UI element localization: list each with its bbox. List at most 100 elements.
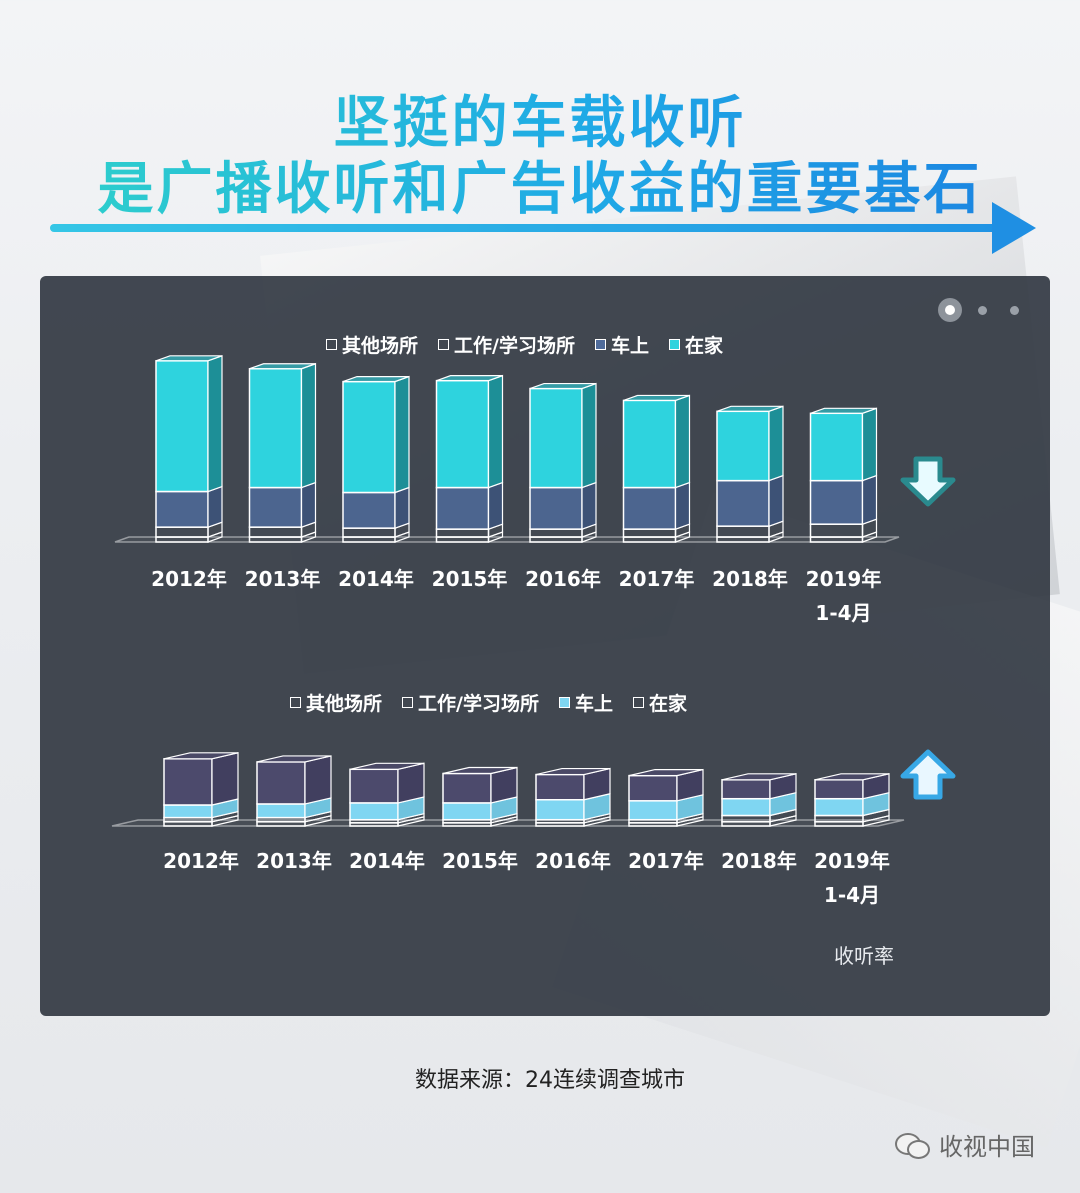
bar-segment-side xyxy=(207,354,223,493)
legend-swatch xyxy=(326,339,337,350)
x-tick-label: 2015年 xyxy=(432,567,508,591)
legend-label: 工作/学习场所 xyxy=(418,693,539,715)
x-tick-label: 2014年 xyxy=(349,849,425,873)
bar-segment-side xyxy=(211,752,239,806)
watermark: 收视中国 xyxy=(895,1127,1035,1162)
bar-segment-side xyxy=(768,405,784,482)
x-tick-label: 2019年 xyxy=(814,849,890,873)
wechat-icon xyxy=(895,1131,931,1159)
bar-segment xyxy=(716,479,770,527)
bar-top xyxy=(716,405,784,412)
bar-segment xyxy=(809,523,864,538)
bar-segment xyxy=(622,399,677,489)
bar-segment xyxy=(721,814,771,823)
x-tick-label: 1-4月 xyxy=(815,601,871,625)
chart1-legend: 其他场所 工作/学习场所 车上 在家 xyxy=(326,331,723,358)
bar-top xyxy=(256,755,332,763)
bar-segment-side xyxy=(207,485,223,529)
bar-segment-side xyxy=(300,362,317,489)
divider-arrow-icon xyxy=(992,202,1036,254)
bar-segment xyxy=(435,528,490,538)
bar-segment-side xyxy=(394,486,410,529)
x-tick-label: 2016年 xyxy=(535,849,611,873)
x-tick-label: 2013年 xyxy=(245,567,321,591)
bar-top xyxy=(628,768,704,777)
bar-top xyxy=(721,773,797,781)
bar-segment xyxy=(809,479,864,525)
bar-top xyxy=(529,382,597,390)
bar-segment-side xyxy=(768,474,784,528)
bar-segment xyxy=(163,758,213,806)
bar-segment xyxy=(622,486,677,530)
legend-item: 车上 xyxy=(594,331,649,358)
bar-segment xyxy=(248,368,303,489)
bar-segment xyxy=(529,486,583,530)
bar-segment xyxy=(155,360,209,493)
legend-label: 工作/学习场所 xyxy=(454,335,575,357)
x-tick-label: 2012年 xyxy=(151,567,227,591)
bar-segment xyxy=(814,797,864,817)
bar-segment xyxy=(628,800,678,821)
x-tick-label: 2016年 xyxy=(525,567,601,591)
x-tick-label: 2017年 xyxy=(619,567,695,591)
bar-top xyxy=(249,363,316,370)
bar-segment xyxy=(628,774,678,802)
bar-segment xyxy=(716,410,770,482)
legend-swatch xyxy=(632,697,644,708)
bar-segment xyxy=(349,768,399,804)
bar-segment xyxy=(721,779,771,800)
bar-top xyxy=(155,355,223,362)
bar-segment-side xyxy=(487,481,504,530)
legend-label: 在家 xyxy=(648,693,687,715)
legend-swatch xyxy=(594,339,606,350)
pager-dot-active-center xyxy=(945,305,955,315)
legend-label: 其他场所 xyxy=(306,693,383,715)
legend-swatch xyxy=(290,697,301,708)
bar-segment xyxy=(163,804,213,819)
legend-item: 在家 xyxy=(632,689,687,716)
bar-segment xyxy=(349,802,399,821)
bar-segment-side xyxy=(581,382,597,489)
x-tick-label: 2015年 xyxy=(442,849,518,873)
bar-top xyxy=(349,762,425,770)
bar-segment xyxy=(248,486,303,528)
bar-segment xyxy=(716,525,770,538)
up-arrow-icon xyxy=(900,749,956,800)
legend-item: 其他场所 xyxy=(290,689,382,716)
bar-segment xyxy=(809,412,864,482)
legend-label: 其他场所 xyxy=(342,335,419,357)
bar-segment-side xyxy=(674,481,691,530)
legend-swatch xyxy=(668,339,680,350)
bar-segment xyxy=(529,387,583,489)
bar-segment xyxy=(814,814,864,823)
bar-segment xyxy=(342,491,396,529)
legend-label: 在家 xyxy=(684,335,723,357)
bar-top xyxy=(163,752,239,760)
pager-dot[interactable] xyxy=(978,306,987,315)
title-divider-line xyxy=(50,224,1010,232)
page-title-line2: 是广播收听和广告收益的重要基石 xyxy=(0,144,1080,225)
bar-segment xyxy=(535,799,585,821)
bar-segment-side xyxy=(861,407,878,482)
chart2-ylabel: 收听率 xyxy=(834,944,894,968)
bar-top xyxy=(436,375,503,382)
bar-top xyxy=(342,376,410,383)
bar-segment xyxy=(529,528,583,538)
bar-segment-side xyxy=(394,375,410,494)
bar-segment xyxy=(442,772,492,804)
bar-segment xyxy=(342,527,396,538)
bar-segment xyxy=(535,773,585,801)
bar-segment xyxy=(342,380,396,494)
x-tick-label: 2017年 xyxy=(628,849,704,873)
legend-item: 在家 xyxy=(668,331,723,358)
bar-top xyxy=(814,773,890,781)
bar-segment xyxy=(721,797,771,817)
bar-segment xyxy=(622,528,677,538)
x-tick-label: 2012年 xyxy=(163,849,239,873)
x-tick-label: 2013年 xyxy=(256,849,332,873)
bar-segment-side xyxy=(300,481,317,529)
bar-segment xyxy=(442,802,492,821)
bar-top xyxy=(535,767,611,776)
legend-swatch xyxy=(402,697,414,708)
pager-dot[interactable] xyxy=(1010,306,1019,315)
